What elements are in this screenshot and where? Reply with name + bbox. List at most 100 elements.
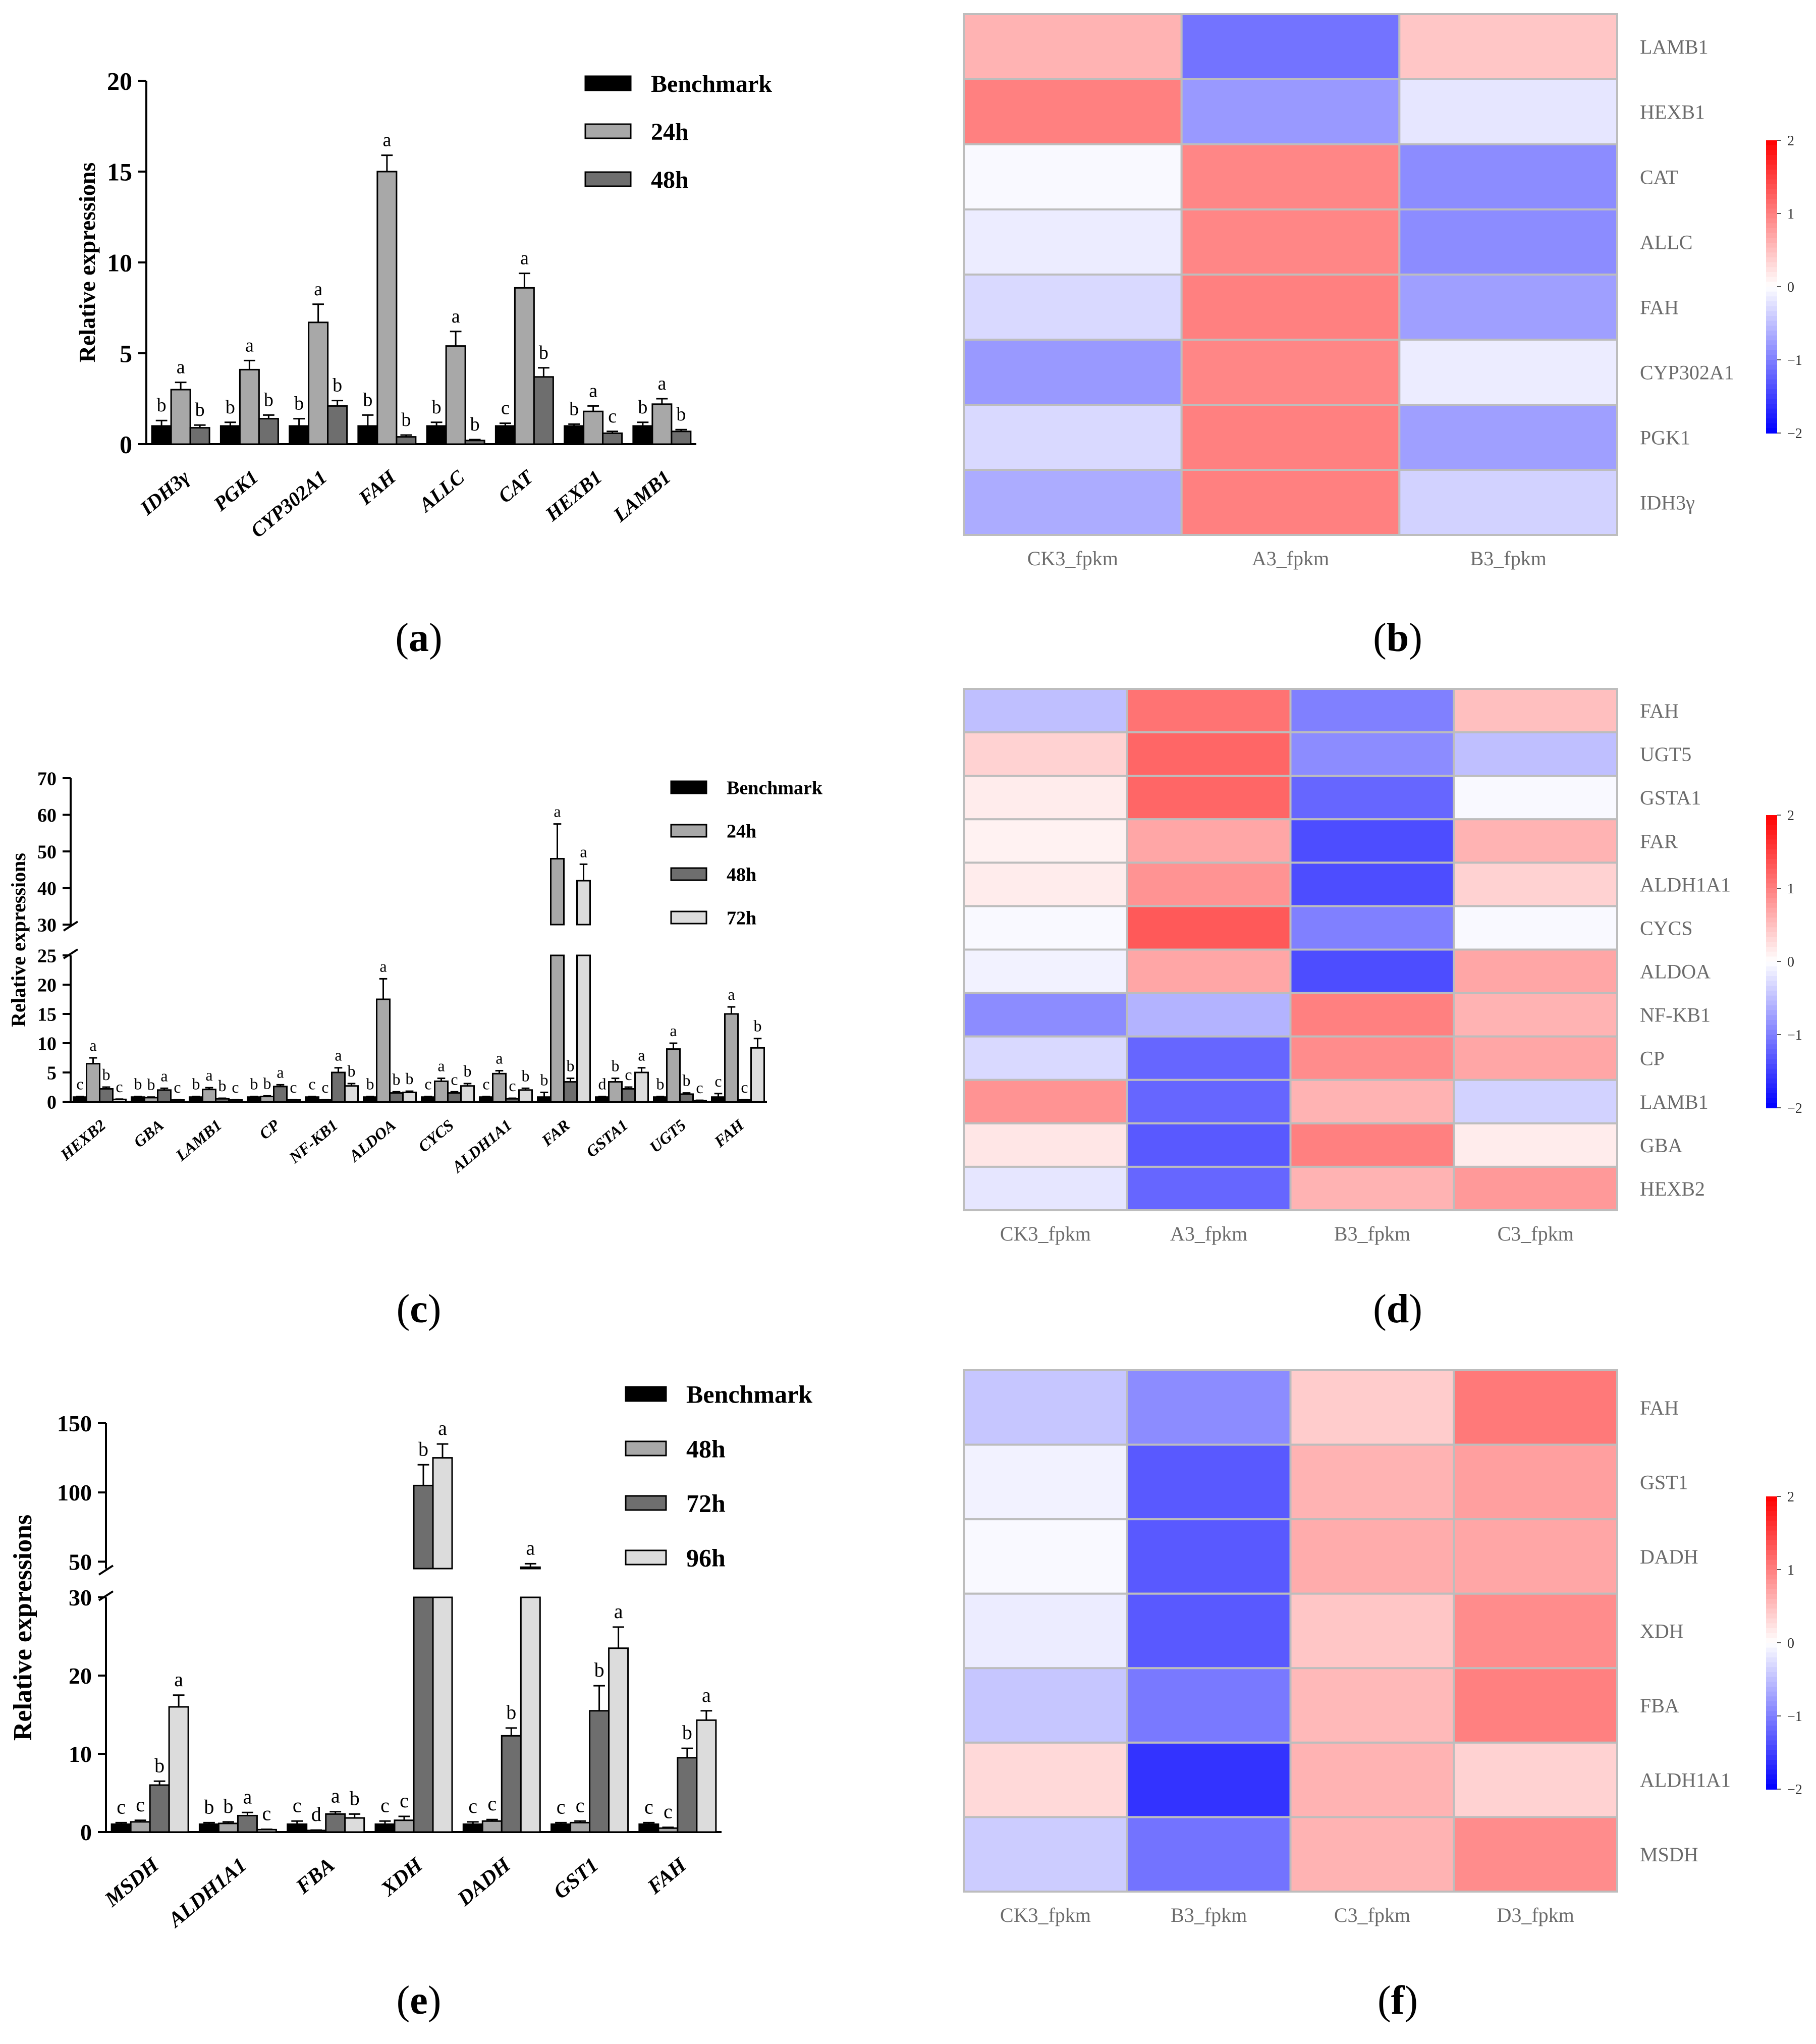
legend-tick-label: −1 (1787, 353, 1802, 368)
legend-gradient-segment (1766, 834, 1777, 840)
category-label: ALDOA (345, 1116, 399, 1166)
heatmap-cell (1180, 404, 1401, 471)
legend-gradient-segment (1766, 174, 1777, 180)
bar (589, 1710, 610, 1833)
significance-letter: a (437, 1057, 445, 1075)
significance-letter: c (625, 1065, 632, 1084)
significance-letter: c (714, 1072, 722, 1090)
significance-letter: a (160, 1066, 168, 1085)
legend-gradient-segment (1766, 272, 1777, 278)
bar (402, 1091, 417, 1103)
bar (374, 1823, 396, 1833)
legend-gradient-segment (1766, 155, 1777, 160)
heatmap-cell (963, 1035, 1128, 1081)
bar (111, 1823, 132, 1833)
legend-swatch (625, 1549, 667, 1566)
panel-label-paren: ) (1404, 1978, 1418, 2023)
legend-gradient-segment (1766, 1088, 1777, 1094)
row-label: XDH (1640, 1620, 1684, 1643)
heatmap-cell (963, 404, 1183, 471)
legend-gradient-segment (1766, 194, 1777, 199)
legend-gradient-segment (1766, 1740, 1777, 1746)
significance-letter: b (154, 1754, 164, 1777)
row-label: CYP302A1 (1640, 361, 1734, 384)
legend-gradient-segment (1766, 1521, 1777, 1526)
significance-letter: c (608, 406, 617, 427)
heatmap-cell (1126, 1165, 1292, 1212)
bar (533, 376, 554, 445)
axis-break-mark (63, 948, 79, 959)
bar (505, 1098, 520, 1103)
bar (289, 425, 310, 445)
row-label: GBA (1640, 1134, 1683, 1157)
category-label: DADH (453, 1853, 515, 1911)
significance-letter: b (754, 1017, 762, 1035)
significance-letter: c (174, 1078, 181, 1096)
y-tick-label: 20 (37, 975, 57, 996)
legend-gradient-segment (1766, 927, 1777, 933)
panel-label-paren: ) (1409, 1287, 1422, 1331)
heatmap-cell (963, 905, 1128, 951)
heatmap-cell (1126, 905, 1292, 951)
y-tick-label: 70 (37, 768, 57, 789)
category-label: FAH (354, 465, 401, 509)
significance-letter: b (470, 414, 480, 435)
heatmap-cell (1398, 274, 1618, 341)
legend-gradient-segment (1766, 145, 1777, 151)
heatmap-cell (1289, 1741, 1455, 1818)
row-label: GST1 (1640, 1471, 1688, 1493)
heatmap-cell (963, 688, 1128, 734)
legend-tick-label: 2 (1787, 133, 1794, 149)
significance-letter: b (366, 1075, 374, 1093)
legend-gradient-segment (1766, 170, 1777, 175)
significance-letter: c (293, 1794, 302, 1816)
legend-gradient-segment (1766, 1764, 1777, 1770)
panel-label: (b) (1373, 616, 1422, 660)
significance-letter: b (263, 1074, 271, 1092)
heatmap-cell (1453, 1079, 1618, 1124)
bar (520, 1566, 541, 1570)
bar (551, 1823, 572, 1833)
y-tick-label: 10 (37, 1033, 57, 1054)
legend-gradient-segment (1766, 1779, 1777, 1785)
legend-gradient-segment (1766, 1647, 1777, 1653)
bar (376, 171, 398, 445)
legend-gradient-segment (1766, 878, 1777, 884)
legend-gradient-segment (1766, 1760, 1777, 1765)
legend-gradient-segment (1766, 1662, 1777, 1668)
legend-gradient-segment (1766, 404, 1777, 409)
legend-label: Benchmark (727, 777, 823, 798)
significance-letter: a (657, 373, 666, 394)
y-tick-label: 100 (57, 1480, 92, 1505)
row-label: MSDH (1640, 1843, 1698, 1866)
bar (426, 425, 447, 445)
heatmap-cell (963, 1592, 1128, 1670)
legend-gradient-segment (1766, 1720, 1777, 1727)
legend-gradient-segment (1766, 413, 1777, 419)
heatmap-cell (963, 1165, 1128, 1212)
legend-gradient-segment (1766, 849, 1777, 855)
significance-letter: c (380, 1794, 390, 1816)
y-tick-label: 15 (37, 1004, 57, 1025)
legend-gradient-segment (1766, 247, 1777, 253)
significance-letter: b (157, 395, 167, 416)
bar (677, 1757, 698, 1833)
category-label: LAMB1 (609, 465, 675, 526)
legend-label: 48h (651, 167, 689, 193)
significance-letter: a (452, 306, 460, 327)
heatmap-cell (1126, 992, 1292, 1038)
legend-gradient-segment (1766, 428, 1777, 434)
legend-gradient-segment (1766, 1530, 1777, 1536)
row-label: CAT (1640, 166, 1678, 189)
panel-label: (e) (397, 1978, 442, 2023)
category-label: GST1 (549, 1853, 603, 1904)
bar (376, 998, 391, 1103)
heatmap-cell (963, 1667, 1128, 1744)
legend-gradient-segment (1766, 1059, 1777, 1064)
legend-gradient-segment (1766, 1769, 1777, 1775)
heatmap-cell (1398, 469, 1618, 536)
panel-label-paren: ( (1373, 1287, 1387, 1331)
legend-gradient-segment (1766, 1103, 1777, 1108)
category-label: ALDH1A1 (448, 1116, 515, 1176)
legend-gradient-segment (1766, 389, 1777, 395)
